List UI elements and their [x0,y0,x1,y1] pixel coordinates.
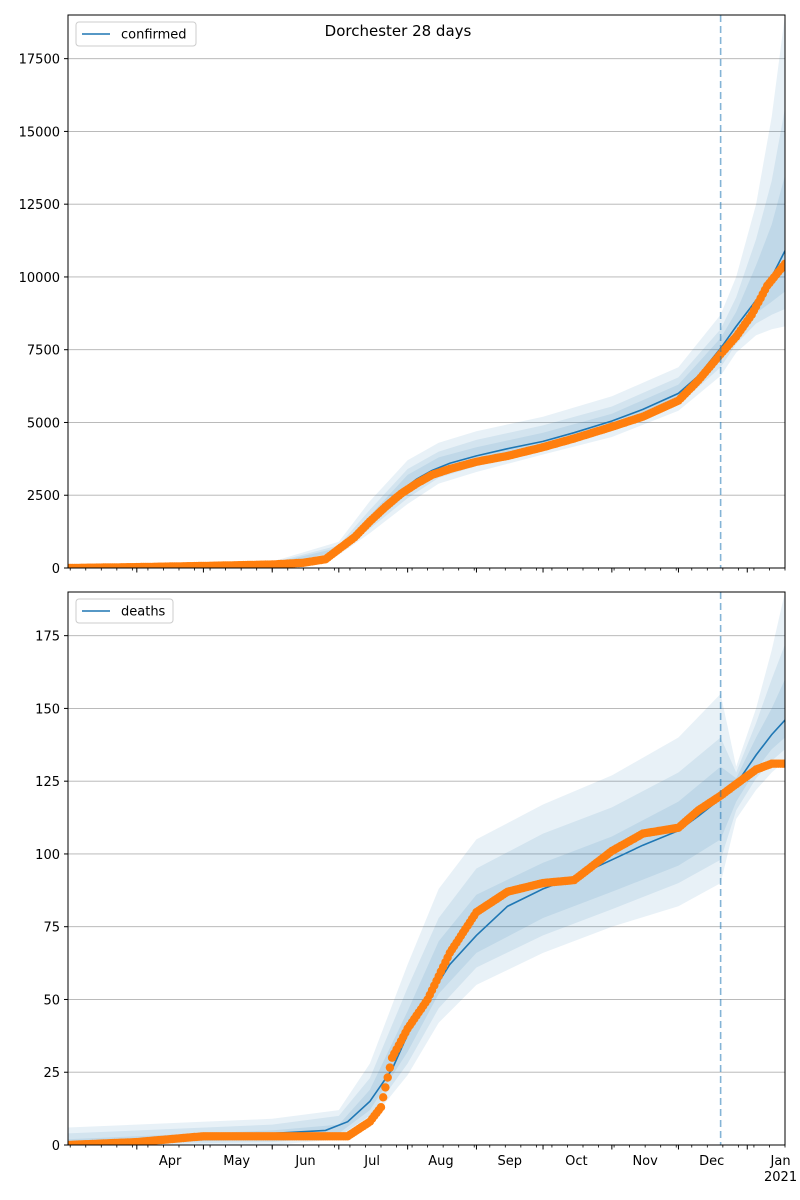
legend: deaths [75,598,174,624]
y-tick-label: 17500 [19,53,60,68]
y-tick-label: 175 [35,630,60,645]
y-tick-label: 12500 [19,198,60,213]
y-tick-label: 0 [52,1139,60,1154]
confirmed-panel: 0 2500 5000 7500 10000 12500 15000 17500 confirm… [19,14,786,577]
y-tick-label: 75 [43,921,60,936]
observed-point [383,1073,392,1082]
figure-title: Dorchester 28 days [325,22,472,40]
observed-point [379,1093,388,1102]
y-tick-label: 150 [35,702,60,717]
y-tick-label: 0 [52,562,60,577]
y-tick-label: 10000 [19,271,60,286]
y-tick-label: 7500 [27,344,60,359]
observed-point [376,1103,386,1112]
legend-label: confirmed [121,28,187,43]
y-tick-label: 50 [43,993,60,1008]
axes-frame [67,591,786,1146]
observed-points [68,759,785,1145]
y-tick-label: 125 [35,775,60,790]
observed-points [68,259,785,568]
uncertainty-band-2 [68,644,785,1145]
x-tick-label: Aug [428,1154,453,1169]
legend: confirmed [75,21,197,47]
x-tick-label: Apr [159,1154,182,1169]
observed-point [780,759,785,768]
legend-box [75,598,174,624]
x-tick-label: Dec [699,1154,724,1169]
y-tick-label: 100 [35,848,60,863]
legend-box [75,21,197,47]
x-tick-label: Jul [363,1154,380,1169]
uncertainty-band-2 [68,108,785,568]
deaths-panel: 0 25 50 75 100 125 150 175 Apr May Jun Jul Aug Sep Oct… [35,591,797,1185]
observed-point [381,1083,390,1092]
x-tick-label: Jan 2021 [764,1154,797,1185]
legend-label: deaths [121,605,166,620]
y-tick-label: 5000 [27,416,60,431]
x-tick-label: Oct [565,1154,587,1169]
y-tick-label: 25 [43,1066,60,1081]
observed-point [780,259,785,268]
x-tick-label: May [223,1154,250,1169]
x-tick-label: Sep [497,1154,522,1169]
axes-frame [67,14,786,569]
x-tick-label: Nov [632,1154,658,1169]
y-tick-label: 2500 [27,489,60,504]
y-tick-label: 15000 [19,125,60,140]
observed-point [385,1063,395,1072]
x-tick-label: Jun [294,1154,315,1169]
uncertainty-band-1 [68,592,785,1145]
